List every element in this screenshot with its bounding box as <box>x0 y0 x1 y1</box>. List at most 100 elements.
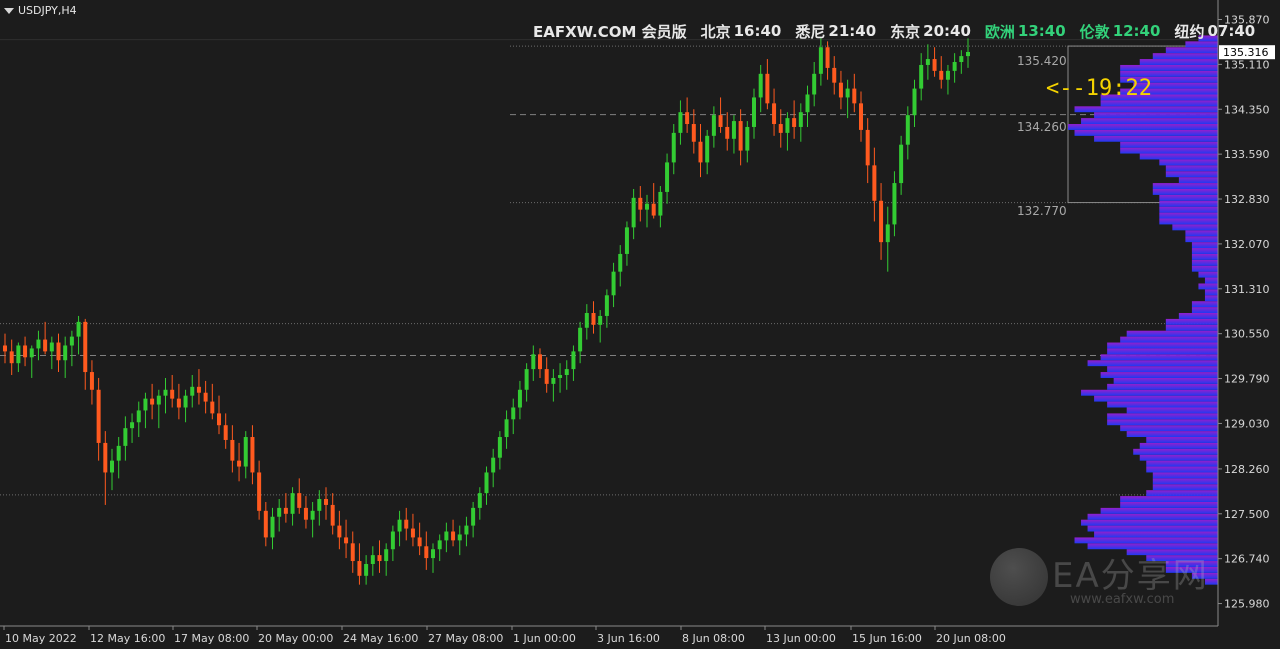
candle-body <box>705 135 710 163</box>
candle-body <box>966 51 970 57</box>
time-tick-label: 27 May 08:00 <box>428 632 503 645</box>
candle-body <box>611 271 616 296</box>
candle-body <box>471 507 476 526</box>
time-tick-label: 13 Jun 00:00 <box>766 632 836 645</box>
price-tick-label: 131.310 <box>1224 283 1270 296</box>
candle-body <box>491 457 496 473</box>
candle-body <box>564 369 569 376</box>
candle-body <box>110 460 114 473</box>
candle-body <box>778 124 783 133</box>
candle-body <box>691 124 696 142</box>
profile-bar <box>1159 200 1218 207</box>
profile-bar <box>1133 448 1218 455</box>
profile-bar <box>1081 118 1218 125</box>
profile-bar <box>1100 372 1218 378</box>
time-tick-label: 10 May 2022 <box>5 632 77 645</box>
candle-body <box>551 377 556 384</box>
candle-body <box>130 422 135 429</box>
candle-body <box>598 315 603 325</box>
candle-body <box>538 354 542 370</box>
profile-bar <box>1152 478 1218 485</box>
profile-bar <box>1165 47 1218 54</box>
profile-bar <box>1159 212 1218 219</box>
profile-bar <box>1204 295 1218 302</box>
candle-body <box>758 73 763 98</box>
candle-body <box>410 528 415 538</box>
symbol-menu[interactable]: USDJPY,H4 <box>4 4 77 17</box>
profile-bar <box>1191 248 1218 254</box>
candle-body <box>651 203 656 216</box>
candle-body <box>912 88 917 116</box>
profile-bar <box>1178 313 1218 319</box>
price-tick-label: 133.590 <box>1224 148 1270 161</box>
profile-bar <box>1107 413 1218 420</box>
profile-bar <box>1191 242 1218 249</box>
clock-time-4: 12:40 <box>1112 22 1161 40</box>
profile-bar <box>1204 289 1218 296</box>
profile-bar <box>1100 354 1218 361</box>
time-tick-label: 24 May 16:00 <box>343 632 418 645</box>
candle-body <box>852 88 857 104</box>
profile-bar <box>1191 572 1218 579</box>
clock-city-1: 悉尼 <box>795 22 826 41</box>
time-tick-label: 20 May 00:00 <box>258 632 333 645</box>
candle-body <box>377 555 382 562</box>
symbol-label: USDJPY,H4 <box>18 4 77 17</box>
time-tick-label: 1 Jun 00:00 <box>513 632 576 645</box>
price-tick-label: 135.110 <box>1224 58 1270 71</box>
candle-body <box>818 47 823 74</box>
candle-body <box>678 112 683 133</box>
candle-body <box>571 351 576 370</box>
profile-bar <box>1191 307 1218 313</box>
candle-body <box>872 165 877 201</box>
current-price-box <box>1219 45 1275 60</box>
profile-bar <box>1139 153 1218 160</box>
profile-bar <box>1191 253 1218 260</box>
candle-body <box>544 369 549 384</box>
candle-body <box>9 351 14 364</box>
candle-body <box>76 321 81 337</box>
profile-bar <box>1185 236 1218 243</box>
candle-body <box>263 510 268 538</box>
profile-bar <box>1126 330 1218 337</box>
candle-body <box>578 327 583 352</box>
candle-body <box>370 555 375 564</box>
profile-bar <box>1191 259 1218 266</box>
profile-bar <box>1152 472 1218 479</box>
candle-body <box>932 59 937 71</box>
candle-body <box>457 534 462 541</box>
clock-time-2: 20:40 <box>923 22 971 40</box>
candle-body <box>451 531 456 541</box>
profile-bar <box>1074 537 1218 544</box>
candle-body <box>798 112 803 127</box>
profile-bar <box>1165 561 1218 567</box>
profile-bar <box>1198 35 1218 42</box>
candle-body <box>283 507 288 514</box>
time-tick-label: 15 Jun 16:00 <box>852 632 922 645</box>
profile-bar <box>1120 496 1218 502</box>
candle-body <box>698 141 703 163</box>
profile-bar <box>1204 578 1218 585</box>
profile-bar <box>1107 419 1218 426</box>
dropdown-triangle-icon[interactable] <box>4 7 14 14</box>
price-tick-label: 128.260 <box>1224 463 1270 476</box>
profile-bar <box>1087 513 1218 520</box>
profile-bar <box>1159 159 1218 166</box>
candle-body <box>832 67 837 83</box>
profile-bar <box>1133 82 1218 89</box>
candle-body <box>237 460 242 467</box>
candle-body <box>618 253 623 272</box>
candle-body <box>56 342 61 361</box>
profile-bar <box>1198 283 1218 290</box>
candle-body <box>397 519 402 532</box>
candle-body <box>176 398 181 408</box>
candle-body <box>925 59 930 65</box>
candle-body <box>437 540 442 550</box>
candle-body <box>645 203 649 210</box>
profile-bar <box>1094 531 1218 538</box>
candle-body <box>163 389 168 396</box>
profile-bar <box>1074 106 1218 113</box>
profile-bar <box>1120 88 1218 95</box>
